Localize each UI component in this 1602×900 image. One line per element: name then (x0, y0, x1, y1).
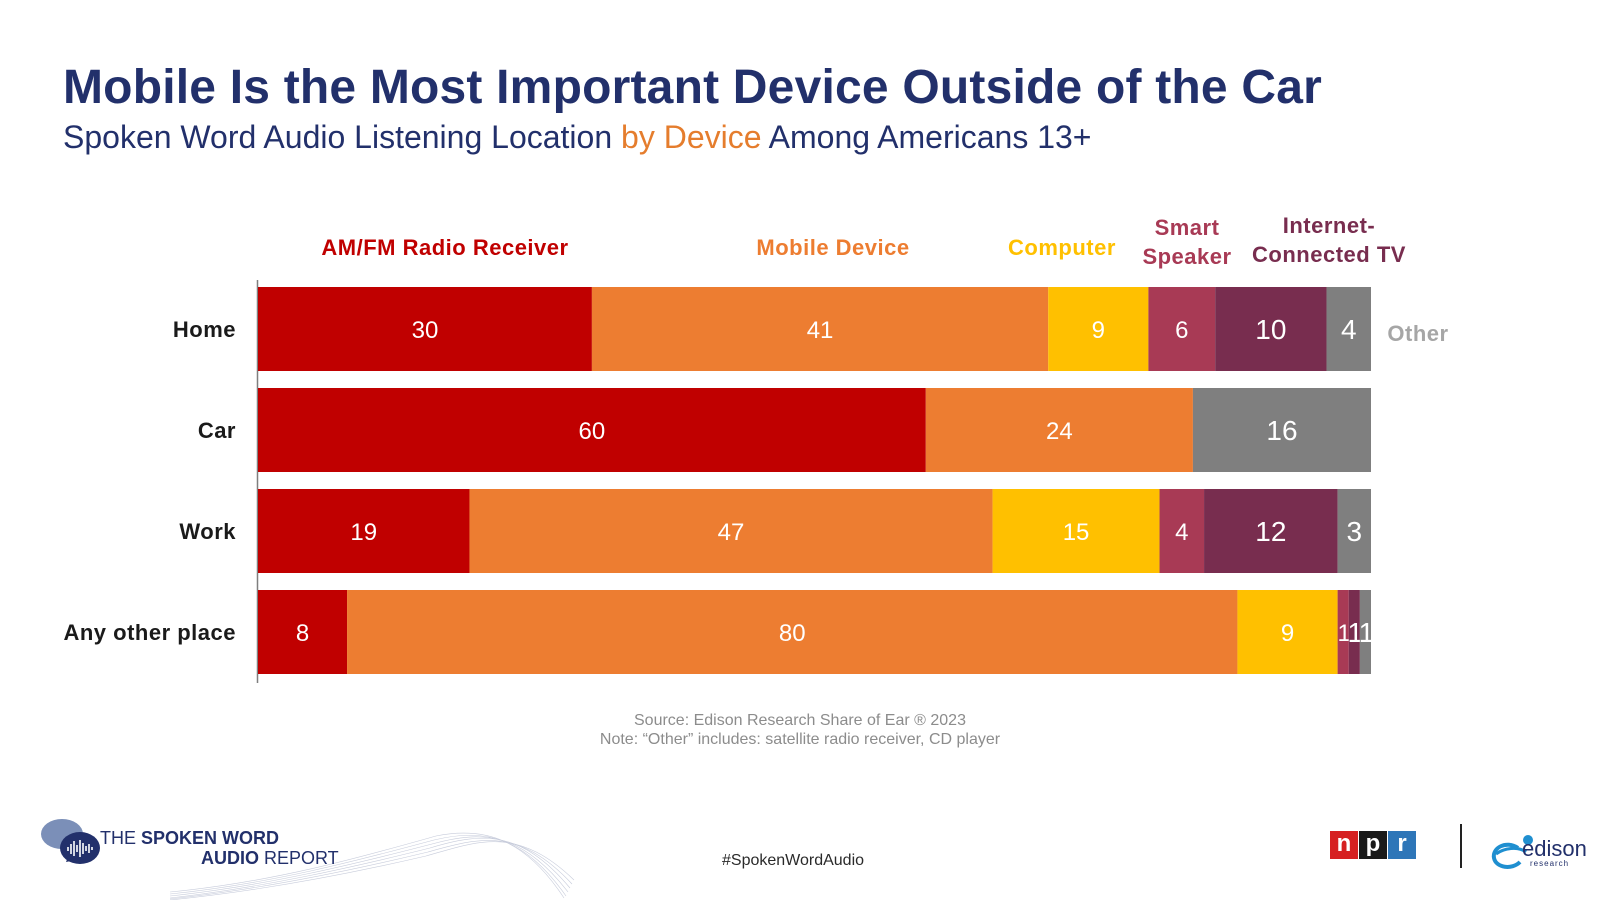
legend-label: Mobile Device (756, 235, 909, 260)
npr-logo: n p r (1330, 831, 1417, 859)
logo-divider (1460, 824, 1462, 868)
bar-segment (258, 590, 348, 674)
legend-label: Connected TV (1252, 242, 1406, 267)
category-label: Any other place (63, 620, 236, 645)
subtitle-part-1: Spoken Word Audio Listening Location (63, 119, 622, 155)
bar-segment (1192, 388, 1371, 472)
bar-segment (1359, 590, 1371, 674)
bar-segment (347, 590, 1238, 674)
bar-segment (258, 388, 926, 472)
category-label: Car (198, 418, 236, 443)
data-label: 24 (1046, 418, 1073, 445)
legend-label: Smart (1155, 215, 1220, 240)
report-audio: AUDIO (201, 848, 259, 868)
legend-label: Other (1387, 321, 1448, 346)
spoken-word-logo-icon (41, 819, 100, 864)
data-label: 60 (579, 418, 606, 445)
bar-segment (1215, 287, 1327, 371)
data-label: 9 (1092, 317, 1105, 344)
report-report: REPORT (259, 848, 339, 868)
data-label: 6 (1175, 317, 1188, 344)
bar-segment (1159, 489, 1205, 573)
data-label: 80 (779, 620, 806, 647)
subtitle-highlight: by Device (621, 119, 762, 155)
legend-label: AM/FM Radio Receiver (321, 235, 568, 260)
page-title: Mobile Is the Most Important Device Outs… (63, 61, 1322, 114)
bar-segment (1337, 489, 1371, 573)
data-label: 9 (1281, 620, 1294, 647)
data-label: 8 (296, 620, 309, 647)
data-label: 15 (1063, 519, 1090, 546)
category-label: Work (179, 519, 236, 544)
page-subtitle: Spoken Word Audio Listening Location by … (63, 119, 1091, 156)
data-label: 10 (1255, 314, 1286, 345)
subtitle-part-2: Among Americans 13+ (761, 119, 1092, 155)
bar-segment (992, 489, 1160, 573)
bar-segment (1348, 590, 1360, 674)
bar-segment (1237, 590, 1338, 674)
data-label: 12 (1255, 516, 1286, 547)
category-label: Home (173, 317, 236, 342)
report-line-2: AUDIO REPORT (100, 848, 339, 868)
data-label: 47 (718, 519, 745, 546)
source-note: Source: Edison Research Share of Ear ® 2… (634, 712, 966, 729)
npr-letter-n: n (1330, 831, 1358, 859)
report-spoken-word: SPOKEN WORD (141, 828, 280, 848)
hashtag: #SpokenWordAudio (722, 852, 865, 869)
bar-segment (258, 489, 470, 573)
data-label: 4 (1175, 519, 1188, 546)
bar-segment (1337, 590, 1349, 674)
wave-decoration (170, 832, 575, 900)
bar-segment (1204, 489, 1338, 573)
data-label: 1 (1359, 617, 1374, 648)
edison-wordmark: edison (1522, 836, 1587, 861)
edison-subtext: research (1530, 859, 1570, 868)
legend-label: Speaker (1142, 244, 1231, 269)
bar-segment (258, 287, 592, 371)
bar-segment (591, 287, 1049, 371)
bar-segment (469, 489, 993, 573)
bar-segment (1326, 287, 1371, 371)
npr-letter-p: p (1359, 831, 1387, 859)
data-label: 4 (1341, 314, 1357, 345)
spoken-word-report-logo: THE SPOKEN WORD AUDIO REPORT (100, 828, 339, 868)
data-label: 3 (1347, 516, 1363, 547)
data-label: 19 (350, 519, 377, 546)
npr-letter-r: r (1388, 831, 1416, 859)
report-line-1: THE SPOKEN WORD (100, 828, 339, 848)
legend-label: Computer (1008, 235, 1116, 260)
bar-segment (925, 388, 1193, 472)
bar-segment (1148, 287, 1216, 371)
edison-logo-icon (1491, 835, 1533, 869)
data-label: 16 (1266, 415, 1297, 446)
other-note: Note: “Other” includes: satellite radio … (599, 731, 1001, 748)
legend-label: Internet- (1283, 213, 1376, 238)
data-label: 30 (412, 317, 439, 344)
bar-segment (1048, 287, 1149, 371)
report-the: THE (100, 828, 142, 848)
data-label: 41 (807, 317, 834, 344)
